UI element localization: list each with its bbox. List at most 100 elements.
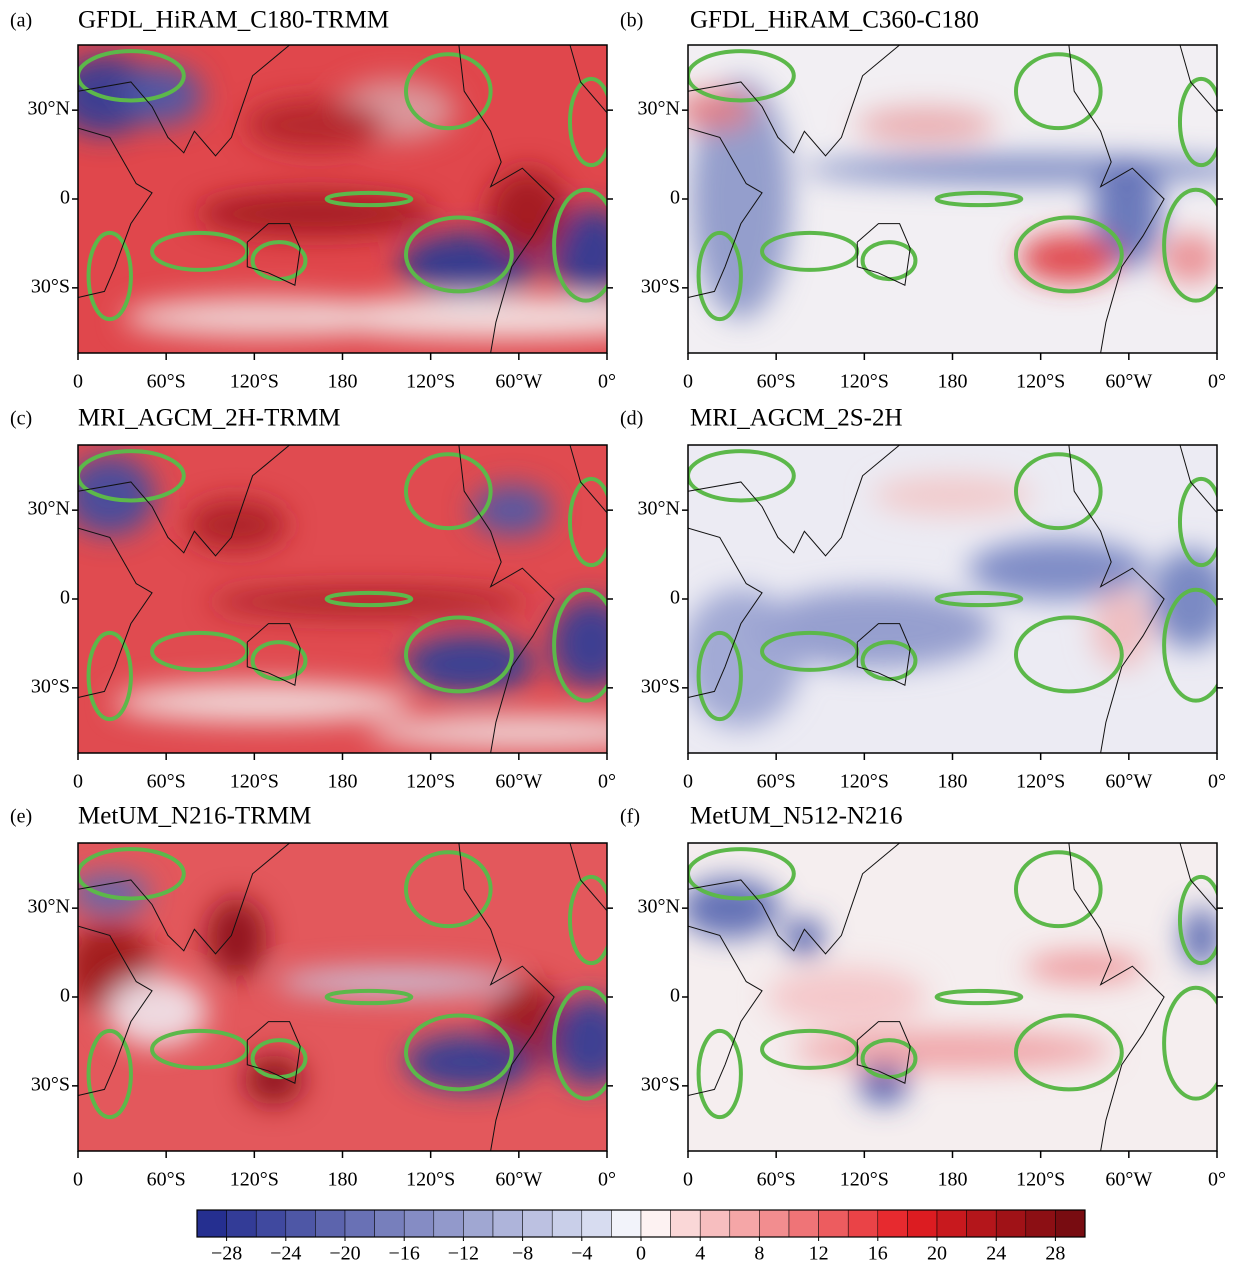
coastline [569, 445, 607, 514]
contour [860, 240, 918, 282]
field-blob [78, 455, 155, 536]
contour [403, 615, 514, 694]
field-blobs [78, 55, 607, 340]
contour [78, 449, 186, 503]
colorbar-tick-label: 12 [809, 1243, 829, 1265]
contour [1162, 187, 1217, 303]
x-tick-label: 60°W [1105, 371, 1152, 393]
colorbar-box [729, 1209, 760, 1238]
contour [688, 449, 796, 503]
x-tick-label: 60°S [757, 1169, 796, 1191]
panel-label: (f) [620, 806, 640, 828]
field-blob [113, 682, 414, 723]
colorbar-box [522, 1209, 553, 1238]
field-blobs [78, 455, 607, 751]
contour [1177, 476, 1217, 568]
x-tick-label: 0 [73, 771, 83, 793]
contour [860, 1038, 918, 1080]
coastline [78, 843, 290, 955]
contour [403, 1013, 514, 1092]
x-tick-label: 180 [328, 771, 358, 793]
field-blob [856, 106, 997, 143]
colorbar-tick-label: −28 [211, 1243, 242, 1265]
y-tick-label: 30°N [638, 98, 680, 120]
colorbar-box [285, 1209, 316, 1238]
coastline [856, 623, 911, 686]
contour [78, 847, 186, 901]
colorbar-box [403, 1209, 435, 1238]
contour [696, 1028, 743, 1120]
map-field [688, 843, 1217, 1151]
field-blob [123, 297, 404, 338]
contour [324, 190, 414, 208]
x-tick-label: 120°S [1016, 371, 1065, 393]
colorbar-box [255, 1209, 287, 1238]
panel-label: (a) [10, 10, 32, 32]
contour [86, 230, 133, 322]
coastline [1068, 843, 1165, 1151]
colorbar-box [196, 1209, 227, 1238]
contour [688, 49, 796, 103]
coastline [78, 527, 153, 699]
colorbar-box [995, 1209, 1027, 1238]
field-blob [208, 587, 529, 616]
field-blobs [688, 878, 1217, 1105]
coastline [246, 623, 301, 686]
colorbar-box [1055, 1209, 1086, 1238]
colorbar-box [1025, 1209, 1056, 1238]
field-blob [551, 598, 607, 689]
field-blob [688, 588, 801, 729]
coastline [1179, 843, 1217, 912]
contour [403, 452, 493, 531]
y-tick-label: 30°S [641, 675, 680, 697]
x-tick-label: 180 [938, 771, 968, 793]
contour [1013, 1013, 1124, 1092]
contour [1013, 615, 1124, 694]
y-tick-label: 0 [60, 587, 70, 609]
colorbar-box [907, 1209, 938, 1238]
x-tick-label: 0 [73, 371, 83, 393]
coastline [1179, 445, 1217, 514]
contour [1013, 452, 1103, 531]
coastline [78, 445, 290, 557]
colorbar-box [936, 1209, 967, 1238]
x-tick-label: 60°S [147, 1169, 186, 1191]
y-tick-label: 30°S [31, 1073, 70, 1095]
x-tick-label: 60°S [757, 371, 796, 393]
colorbar-box [818, 1209, 849, 1238]
map-panel: (d) MRI_AGCM_2S-2H 30°N 0 30°S 0 60°S 120°S 180 1… [620, 405, 1226, 793]
y-tick-label: 0 [60, 187, 70, 209]
contour [1162, 587, 1217, 703]
coastline [1068, 45, 1165, 353]
contour [567, 76, 607, 168]
colorbar-tick-label: −4 [571, 1243, 592, 1265]
field-blob [551, 996, 607, 1087]
contour [552, 587, 607, 703]
contour [78, 49, 186, 103]
x-tick-label: 120°S [840, 371, 889, 393]
coastline [688, 843, 900, 955]
coastline [458, 843, 555, 1151]
panel-title: GFDL_HiRAM_C180-TRMM [78, 7, 389, 34]
field-blob [968, 539, 1149, 600]
field-blob [1018, 233, 1119, 284]
x-tick-label: 60°W [495, 371, 542, 393]
colorbar-tick-label: −20 [329, 1243, 360, 1265]
field-blob [1092, 158, 1163, 269]
x-tick-label: 120°S [406, 371, 455, 393]
x-tick-label: 0 [683, 771, 693, 793]
contour [860, 640, 918, 682]
y-tick-label: 30°N [28, 498, 70, 520]
field-blob [367, 714, 607, 751]
colorbar-box [551, 1209, 583, 1238]
contour [324, 988, 414, 1006]
coastline [569, 45, 607, 114]
coastline [688, 445, 900, 557]
field-blob [766, 967, 927, 1027]
x-tick-label: 0° [598, 771, 616, 793]
contour [552, 187, 607, 303]
colorbar-tick-label: −16 [389, 1243, 420, 1265]
panel-label: (b) [620, 10, 643, 32]
colorbar-box [611, 1209, 642, 1238]
colorbar-box [492, 1209, 523, 1238]
